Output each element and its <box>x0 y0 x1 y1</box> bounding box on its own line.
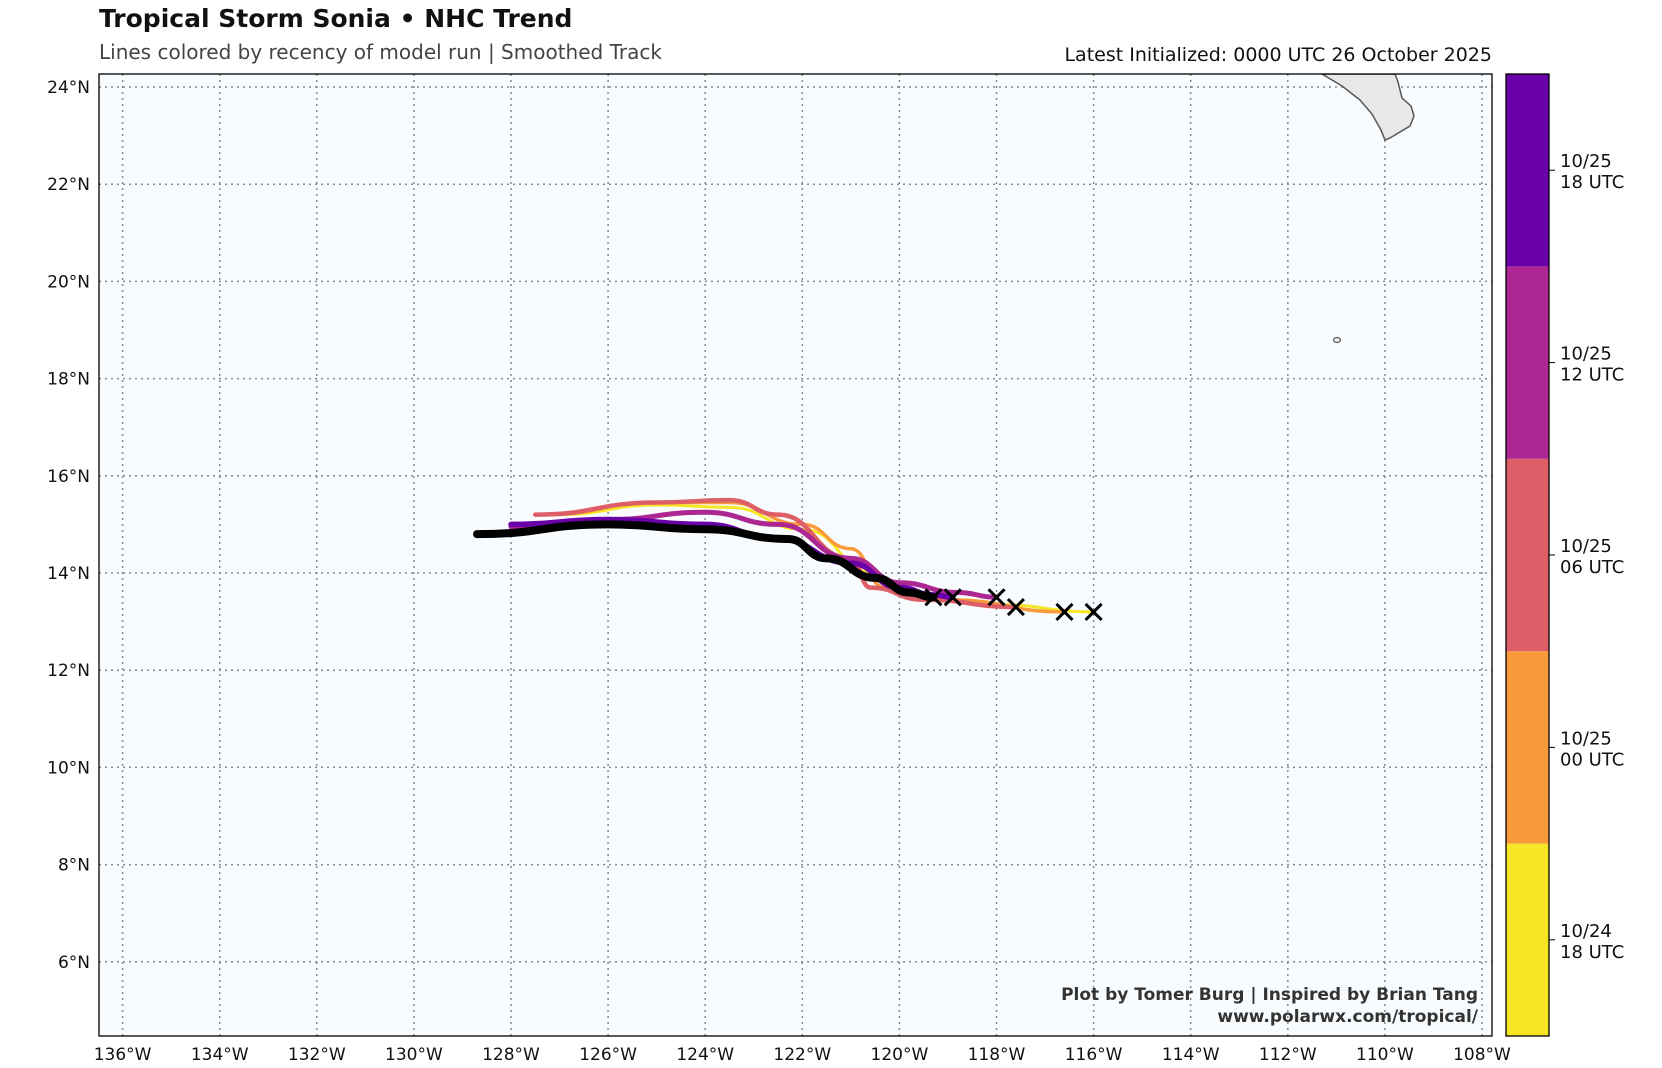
lon-tick-label: 116°W <box>1065 1045 1123 1065</box>
initial-position-marker <box>1006 597 1025 617</box>
lat-tick-label: 16°N <box>47 467 90 487</box>
credit-line-2: www.polarwx.com/tropical/ <box>1217 1007 1478 1027</box>
initial-position-marker <box>987 588 1006 607</box>
lat-tick-label: 20°N <box>47 272 90 292</box>
colorbar-segment <box>1506 843 1549 1036</box>
colorbar-segment <box>1506 458 1549 652</box>
lon-tick-label: 122°W <box>773 1045 831 1065</box>
land <box>1320 74 1415 344</box>
colorbar-label-time: 00 UTC <box>1560 749 1624 770</box>
subtitle: Lines colored by recency of model run | … <box>99 40 662 64</box>
map-frame <box>98 73 1493 1037</box>
lon-tick-label: 114°W <box>1162 1045 1220 1065</box>
lon-tick-label: 120°W <box>871 1045 929 1065</box>
initial-position-marker <box>943 588 962 607</box>
lon-tick-label: 134°W <box>191 1045 249 1065</box>
track-line <box>473 520 938 602</box>
colorbar-label-time: 18 UTC <box>1560 942 1624 963</box>
colorbar-label-time: 12 UTC <box>1560 365 1624 386</box>
lon-tick-label: 124°W <box>676 1045 734 1065</box>
lon-tick-label: 118°W <box>968 1045 1026 1065</box>
credit-line-1: Plot by Tomer Burg | Inspired by Brian T… <box>1061 985 1478 1005</box>
lat-tick-label: 18°N <box>47 370 90 390</box>
island <box>1332 336 1342 344</box>
lon-tick-label: 132°W <box>288 1045 346 1065</box>
colorbar-segment <box>1506 74 1549 267</box>
initial-position-marker <box>1084 602 1103 621</box>
colorbar-label-date: 10/25 <box>1560 151 1612 172</box>
colorbar-label-date: 10/24 <box>1560 921 1612 942</box>
colorbar-segment <box>1506 266 1549 459</box>
lon-tick-label: 126°W <box>579 1045 637 1065</box>
lon-tick-label: 112°W <box>1259 1045 1317 1065</box>
initial-position-marker <box>1055 602 1074 621</box>
lon-tick-label: 108°W <box>1453 1045 1511 1065</box>
initial-position-marker <box>924 588 943 607</box>
lat-tick-label: 10°N <box>47 758 90 778</box>
lat-tick-label: 22°N <box>47 175 90 195</box>
ocean-background <box>99 74 1492 1036</box>
lat-tick-label: 24°N <box>47 78 90 98</box>
colorbar-segment <box>1506 651 1549 844</box>
colorbar-label-time: 18 UTC <box>1560 172 1624 193</box>
lon-tick-label: 110°W <box>1356 1045 1414 1065</box>
lat-tick-label: 6°N <box>58 953 90 973</box>
lat-tick-label: 12°N <box>47 661 90 681</box>
lon-tick-label: 130°W <box>385 1045 443 1065</box>
colorbar-label-date: 10/25 <box>1560 344 1612 365</box>
initialized-time: Latest Initialized: 0000 UTC 26 October … <box>1064 44 1492 66</box>
lon-tick-label: 136°W <box>94 1045 152 1065</box>
colorbar-label-date: 10/25 <box>1560 728 1612 749</box>
lon-tick-label: 128°W <box>482 1045 540 1065</box>
baja-california <box>1320 74 1415 141</box>
colorbar-frame <box>1505 73 1550 1037</box>
page-title: Tropical Storm Sonia • NHC Trend <box>99 4 573 33</box>
colorbar-label-date: 10/25 <box>1560 536 1612 557</box>
lat-tick-label: 8°N <box>58 856 90 876</box>
lat-tick-label: 14°N <box>47 564 90 584</box>
colorbar-label-time: 06 UTC <box>1560 557 1624 578</box>
track-line <box>533 497 1019 610</box>
